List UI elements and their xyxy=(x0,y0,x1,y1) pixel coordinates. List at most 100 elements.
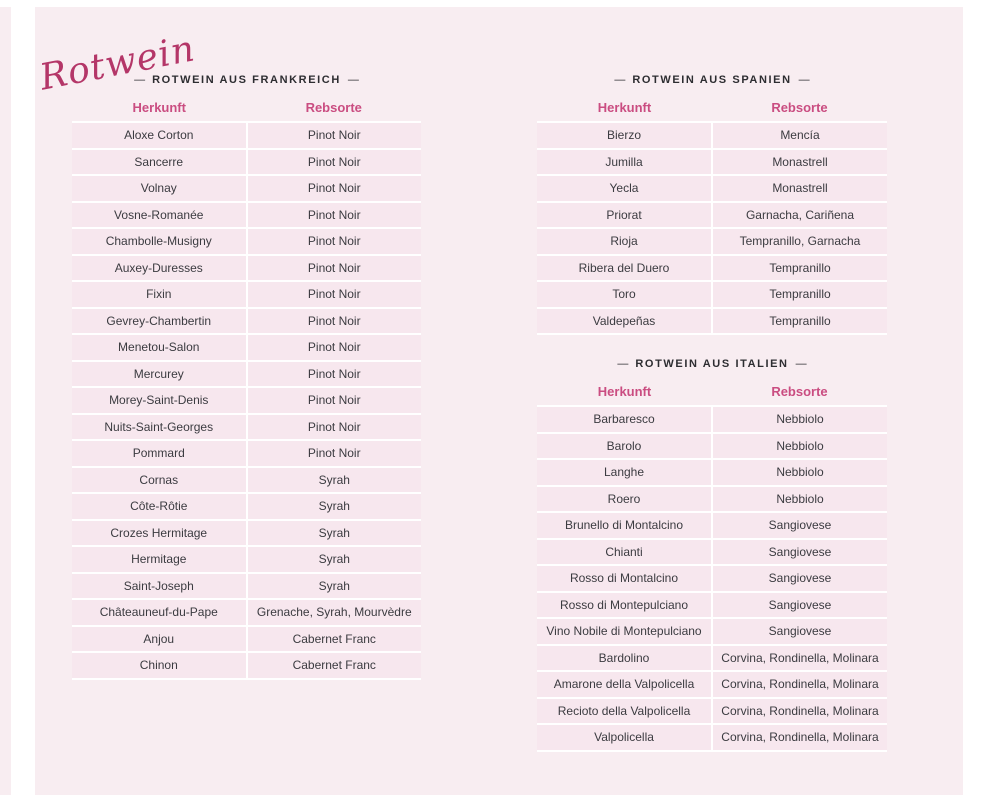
herkunft-cell: Morey-Saint-Denis xyxy=(72,388,248,413)
table-row: Recioto della Valpolicella Corvina, Rondi… xyxy=(537,698,887,725)
table-row: Volnay Pinot Noir xyxy=(72,176,421,203)
rebsorte-cell: Sangiovese xyxy=(713,539,887,564)
table-rows-italy: Barbaresco Nebbiolo Barolo Nebbiolo Langhe Ne… xyxy=(537,405,887,752)
section-title-text: ROTWEIN AUS SPANIEN xyxy=(632,74,792,86)
wine-list-page: Rotwein — ROTWEIN AUS FRANKREICH — Herkunf… xyxy=(35,7,963,795)
rebsorte-cell: Sangiovese xyxy=(713,513,887,538)
table-rows-france: Aloxe Corton Pinot Noir Sancerre Pinot Noir… xyxy=(72,121,421,680)
table-row: Fixin Pinot Noir xyxy=(72,282,421,309)
table-header-row: Herkunft Rebsorte xyxy=(72,100,421,121)
herkunft-cell: Auxey-Duresses xyxy=(72,255,248,280)
herkunft-cell: Chinon xyxy=(72,653,248,678)
rebsorte-cell: Syrah xyxy=(247,494,421,519)
herkunft-cell: Rosso di Montepulciano xyxy=(537,592,713,617)
herkunft-cell: Volnay xyxy=(72,176,248,201)
column-header-herkunft: Herkunft xyxy=(597,100,652,115)
table-row: Chambolle-Musigny Pinot Noir xyxy=(72,229,421,256)
rebsorte-cell: Cabernet Franc xyxy=(247,653,421,678)
table-row: Menetou-Salon Pinot Noir xyxy=(72,335,421,362)
table-row: Valpolicella Corvina, Rondinella, Molinar… xyxy=(537,725,887,752)
rebsorte-cell: Pinot Noir xyxy=(247,414,421,439)
table-row: Barolo Nebbiolo xyxy=(537,433,887,460)
table-row: Sancerre Pinot Noir xyxy=(72,149,421,176)
table-spain: — ROTWEIN AUS SPANIEN — Herkunft Rebsorte … xyxy=(537,73,887,335)
rebsorte-cell: Syrah xyxy=(247,520,421,545)
herkunft-cell: Toro xyxy=(537,282,713,307)
dash-right: — xyxy=(795,358,807,370)
rebsorte-cell: Pinot Noir xyxy=(247,441,421,466)
rebsorte-cell: Pinot Noir xyxy=(247,308,421,333)
rebsorte-cell: Pinot Noir xyxy=(247,176,421,201)
table-row: Langhe Nebbiolo xyxy=(537,460,887,487)
herkunft-cell: Saint-Joseph xyxy=(72,573,248,598)
column-france: — ROTWEIN AUS FRANKREICH — Herkunft Rebsor… xyxy=(72,73,421,680)
rebsorte-cell: Cabernet Franc xyxy=(247,626,421,651)
table-row: Amarone della Valpolicella Corvina, Rondi… xyxy=(537,672,887,699)
rebsorte-cell: Tempranillo, Garnacha xyxy=(713,229,887,254)
table-row: Anjou Cabernet Franc xyxy=(72,626,421,653)
rebsorte-cell: Sangiovese xyxy=(713,619,887,644)
table-row: Châteauneuf-du-Pape Grenache, Syrah, Mour… xyxy=(72,600,421,627)
herkunft-cell: Menetou-Salon xyxy=(72,335,248,360)
herkunft-cell: Côte-Rôtie xyxy=(72,494,248,519)
table-row: Mercurey Pinot Noir xyxy=(72,361,421,388)
column-header-rebsorte: Rebsorte xyxy=(305,100,362,115)
herkunft-cell: Roero xyxy=(537,486,713,511)
herkunft-cell: Nuits-Saint-Georges xyxy=(72,414,248,439)
table-row: Auxey-Duresses Pinot Noir xyxy=(72,255,421,282)
herkunft-cell: Sancerre xyxy=(72,149,248,174)
herkunft-cell: Barolo xyxy=(537,433,713,458)
column-header-herkunft: Herkunft xyxy=(132,100,186,115)
table-row: Morey-Saint-Denis Pinot Noir xyxy=(72,388,421,415)
rebsorte-cell: Pinot Noir xyxy=(247,255,421,280)
table-row: Yecla Monastrell xyxy=(537,176,887,203)
table-header-row: Herkunft Rebsorte xyxy=(537,100,887,121)
table-rows-spain: Bierzo Mencía Jumilla Monastrell Yecla Monast… xyxy=(537,121,887,335)
table-header-row: Herkunft Rebsorte xyxy=(537,384,887,405)
herkunft-cell: Langhe xyxy=(537,460,713,485)
rebsorte-cell: Pinot Noir xyxy=(247,123,421,148)
rebsorte-cell: Corvina, Rondinella, Molinara xyxy=(713,645,887,670)
herkunft-cell: Bierzo xyxy=(537,123,713,148)
table-row: Bardolino Corvina, Rondinella, Molinara xyxy=(537,645,887,672)
herkunft-cell: Gevrey-Chambertin xyxy=(72,308,248,333)
herkunft-cell: Châteauneuf-du-Pape xyxy=(72,600,248,625)
herkunft-cell: Pommard xyxy=(72,441,248,466)
dash-left: — xyxy=(134,74,146,86)
rebsorte-cell: Nebbiolo xyxy=(713,433,887,458)
herkunft-cell: Priorat xyxy=(537,202,713,227)
dash-right: — xyxy=(798,74,810,86)
table-row: Saint-Joseph Syrah xyxy=(72,573,421,600)
table-row: Bierzo Mencía xyxy=(537,123,887,150)
table-row: Chinon Cabernet Franc xyxy=(72,653,421,680)
section-title-france: — ROTWEIN AUS FRANKREICH — xyxy=(72,73,421,87)
herkunft-cell: Valpolicella xyxy=(537,725,713,750)
rebsorte-cell: Tempranillo xyxy=(713,282,887,307)
table-row: Roero Nebbiolo xyxy=(537,486,887,513)
rebsorte-cell: Syrah xyxy=(247,547,421,572)
rebsorte-cell: Syrah xyxy=(247,467,421,492)
table-row: Nuits-Saint-Georges Pinot Noir xyxy=(72,414,421,441)
rebsorte-cell: Pinot Noir xyxy=(247,388,421,413)
table-row: Vosne-Romanée Pinot Noir xyxy=(72,202,421,229)
herkunft-cell: Jumilla xyxy=(537,149,713,174)
column-header-rebsorte: Rebsorte xyxy=(771,384,828,399)
table-row: Aloxe Corton Pinot Noir xyxy=(72,123,421,150)
table-row: Gevrey-Chambertin Pinot Noir xyxy=(72,308,421,335)
section-title-spain: — ROTWEIN AUS SPANIEN — xyxy=(537,73,887,87)
herkunft-cell: Mercurey xyxy=(72,361,248,386)
rebsorte-cell: Nebbiolo xyxy=(713,460,887,485)
table-row: Pommard Pinot Noir xyxy=(72,441,421,468)
table-row: Priorat Garnacha, Cariñena xyxy=(537,202,887,229)
herkunft-cell: Bardolino xyxy=(537,645,713,670)
table-row: Brunello di Montalcino Sangiovese xyxy=(537,513,887,540)
herkunft-cell: Chambolle-Musigny xyxy=(72,229,248,254)
rebsorte-cell: Sangiovese xyxy=(713,592,887,617)
adjacent-page-edge xyxy=(0,7,11,795)
herkunft-cell: Crozes Hermitage xyxy=(72,520,248,545)
rebsorte-cell: Pinot Noir xyxy=(247,361,421,386)
rebsorte-cell: Sangiovese xyxy=(713,566,887,591)
herkunft-cell: Ribera del Duero xyxy=(537,255,713,280)
table-row: Rioja Tempranillo, Garnacha xyxy=(537,229,887,256)
herkunft-cell: Recioto della Valpolicella xyxy=(537,698,713,723)
